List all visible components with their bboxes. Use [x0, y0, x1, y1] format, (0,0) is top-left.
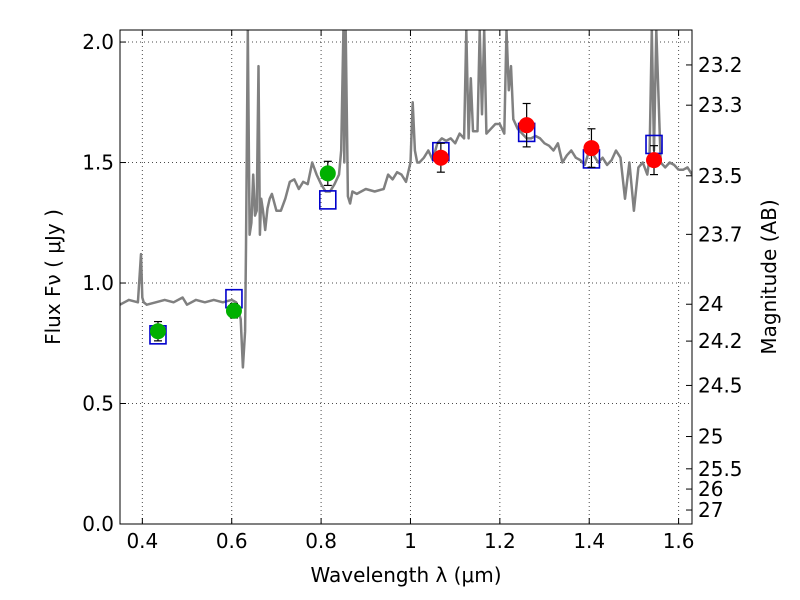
photometry-point	[432, 149, 449, 166]
right-tick-label: 23.5	[698, 164, 743, 188]
x-tick-label: 1	[404, 529, 417, 553]
data-layer	[120, 30, 692, 369]
x-tick-label: 1.6	[663, 529, 695, 553]
x-tick-label: 1.2	[484, 529, 516, 553]
y-axis-label: Flux Fν ( μJy )	[41, 209, 65, 345]
spectrum-line	[120, 30, 692, 369]
photometry-point	[149, 323, 166, 340]
right-tick-label: 23.7	[698, 222, 743, 246]
x-axis-label: Wavelength λ (μm)	[310, 563, 501, 587]
x-tick-label: 0.8	[305, 529, 337, 553]
plot-frame	[119, 29, 693, 525]
model-flux-square	[318, 190, 337, 210]
y-tick-label: 1.0	[82, 271, 114, 295]
photometry-point	[646, 152, 663, 169]
y-tick-label: 0.5	[82, 392, 114, 416]
right-tick-label: 24	[698, 292, 723, 316]
right-tick-label: 27	[698, 498, 723, 522]
x-tick-label: 0.4	[126, 529, 158, 553]
photometry-point	[319, 165, 336, 182]
x-tick-label: 0.6	[216, 529, 248, 553]
y-tick-label: 2.0	[82, 30, 114, 54]
photometry-point	[225, 302, 242, 319]
right-tick-label: 24.2	[698, 329, 743, 353]
y-tick-label: 1.5	[82, 151, 114, 175]
axes: 0.4 0.6 0.8 1 1.2 1.4 1.6 0.0 0.5 1.0 1.5 2.0 23.2 23…	[82, 30, 743, 553]
right-tick-label: 25	[698, 425, 723, 449]
x-tick-label: 1.4	[573, 529, 605, 553]
photometry-point	[518, 117, 535, 134]
right-tick-label: 26	[698, 477, 723, 501]
plot-background	[120, 30, 692, 524]
y-axis-right-label: Magnitude (AB)	[757, 199, 781, 354]
right-tick-label: 23.2	[698, 53, 743, 77]
right-tick-label: 23.3	[698, 93, 743, 117]
right-tick-label: 25.5	[698, 457, 743, 481]
right-tick-label: 24.5	[698, 373, 743, 397]
y-tick-label: 0.0	[82, 512, 114, 536]
marker-layer	[149, 102, 663, 345]
photometry-point	[583, 140, 600, 157]
